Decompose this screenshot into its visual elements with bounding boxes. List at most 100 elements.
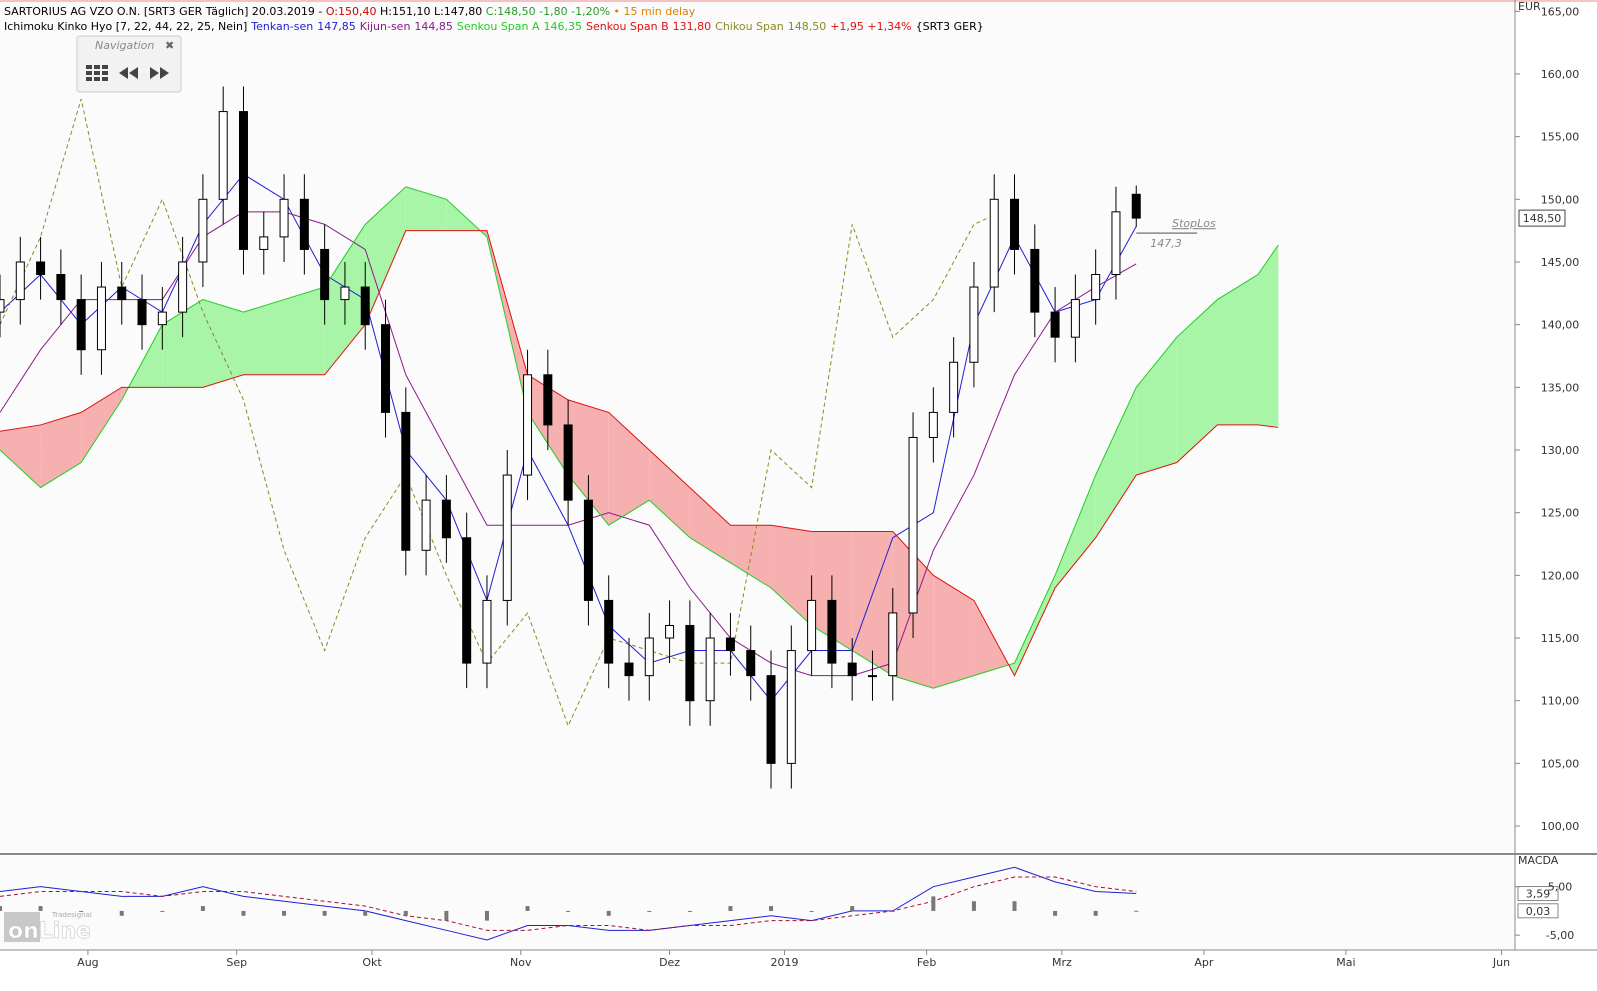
cloud: [649, 450, 690, 538]
candle-body: [644, 637, 654, 677]
cloud: [1176, 299, 1218, 463]
histogram-bar: [850, 906, 855, 911]
y-tick-label: 110,00: [1541, 695, 1580, 708]
stop-name: StopLos: [1172, 217, 1216, 230]
logo-brand: Tradesignal: [51, 911, 92, 919]
histogram-bar: [890, 910, 895, 912]
plot: StopLos 147,3: [0, 86, 1279, 941]
histogram-bar: [38, 906, 43, 911]
histogram-bar: [241, 910, 246, 916]
navigation-close[interactable]: ✖: [165, 39, 174, 52]
navigation[interactable]: Navigation ✖: [76, 35, 182, 93]
candle-body: [807, 599, 817, 652]
candle-body: [218, 111, 228, 200]
cloud: [365, 186, 406, 325]
series-line: [0, 866, 1137, 941]
back-button[interactable]: [119, 67, 138, 79]
candle-body: [1111, 211, 1121, 276]
candle-body: [746, 650, 756, 677]
indicator-name: Ichimoku Kinko Hyo [7, 22, 44, 22, 25, N…: [4, 20, 247, 33]
histogram-bar: [566, 910, 571, 912]
candle-body: [259, 236, 269, 250]
x-tick-label: 2019: [771, 956, 799, 969]
candle-body: [178, 261, 188, 313]
axes: 100,00 105,00 110,00 115,00 120,00 125,00 130,…: [77, 5, 1579, 969]
series-line: [0, 230, 1279, 677]
candle-body: [401, 411, 411, 551]
candle-body: [1010, 198, 1020, 250]
series-line: [0, 876, 1137, 931]
histogram-bar: [1134, 910, 1139, 912]
candle-body: [685, 624, 695, 702]
candle-body: [1050, 311, 1060, 338]
currency: EUR: [1518, 0, 1541, 13]
macd-title: MACDA: [1518, 854, 1559, 867]
candle-body: [117, 286, 127, 301]
macd-pane: [0, 856, 1515, 950]
candle-body: [462, 537, 472, 664]
y-tick-label: 120,00: [1541, 569, 1580, 582]
cloud: [1055, 475, 1096, 588]
histogram-bar: [444, 910, 449, 921]
cloud: [40, 412, 82, 488]
histogram-bar: [200, 906, 205, 911]
grid-button[interactable]: [86, 65, 108, 81]
header-part: H:151,10 L:147,80: [377, 5, 486, 18]
header-line-1: SARTORIUS AG VZO O.N. [SRT3 GER Täglich]…: [4, 5, 696, 18]
header-part: O:150,40: [326, 5, 377, 18]
cloud: [0, 424, 41, 488]
y-tick-label: 115,00: [1541, 632, 1580, 645]
legend-value: 146,35: [544, 20, 583, 33]
candle-body: [604, 599, 614, 664]
header-part: SARTORIUS AG VZO O.N. [SRT3 GER Täglich]…: [4, 5, 326, 18]
histogram-bar: [971, 901, 976, 911]
cloud: [243, 299, 285, 375]
y-tick-label: 130,00: [1541, 444, 1580, 457]
histogram-bar: [403, 910, 408, 916]
candle-body: [969, 286, 979, 363]
series-line: [0, 98, 988, 728]
cloud: [405, 186, 447, 231]
cloud: [973, 600, 1009, 676]
candle-body: [76, 299, 86, 351]
logo-name: onLine: [8, 919, 91, 944]
logo-block: [4, 912, 40, 942]
logo: Tradesignal onLine: [4, 911, 92, 944]
legend-name: Tenkan-sen: [250, 20, 313, 33]
histogram-bar: [282, 910, 287, 916]
candle-body: [665, 624, 675, 639]
candle-body: [15, 261, 25, 301]
legend-name: Chikou Span: [715, 20, 784, 33]
histogram-bar: [809, 910, 814, 912]
price-pane: [0, 0, 1515, 853]
histogram-bar: [525, 906, 530, 911]
legend-name: Senkou Span B: [586, 20, 669, 33]
candle-body: [421, 499, 431, 551]
cloud: [1217, 274, 1258, 425]
y-tick-label: 135,00: [1541, 381, 1580, 394]
x-tick-label: Mai: [1336, 956, 1355, 969]
value-box: [1517, 886, 1559, 902]
y-tick-label: 165,00: [1541, 5, 1580, 18]
candle-body: [198, 198, 208, 263]
candle-body: [908, 436, 918, 614]
histogram-bar: [769, 906, 774, 911]
forward-button[interactable]: [150, 67, 169, 79]
histogram-bar: [687, 910, 692, 912]
cloud: [162, 299, 203, 388]
x-tick-label: Nov: [510, 956, 532, 969]
legend-value: 147,85: [317, 20, 356, 33]
candle-body: [279, 198, 289, 238]
candle-body: [482, 599, 492, 664]
candle-body: [381, 324, 391, 413]
candle-body: [320, 248, 330, 301]
value-box: [1517, 903, 1559, 919]
histogram-bar: [79, 910, 84, 912]
y-tick-label: 160,00: [1541, 68, 1580, 81]
header-part: C:148,50 -1,80 -1,20%: [486, 5, 610, 18]
candle-body: [299, 198, 309, 250]
x-tick-label: Apr: [1194, 956, 1214, 969]
y-tick-label: 140,00: [1541, 319, 1580, 332]
cloud: [933, 575, 974, 689]
